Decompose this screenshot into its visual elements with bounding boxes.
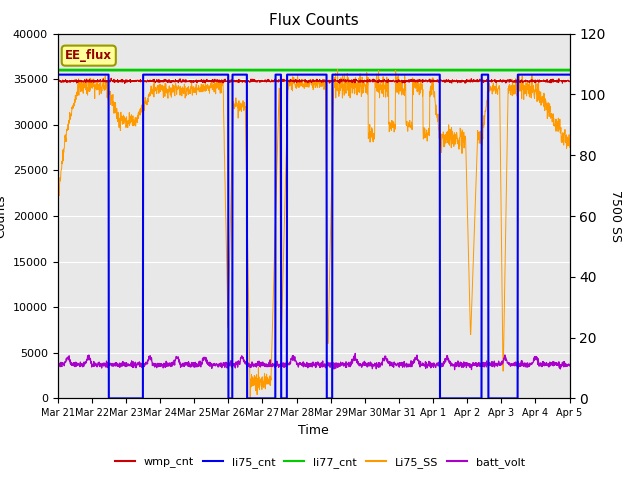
Title: Flux Counts: Flux Counts <box>269 13 358 28</box>
Y-axis label: Counts: Counts <box>0 194 7 238</box>
X-axis label: Time: Time <box>298 424 329 437</box>
Text: EE_flux: EE_flux <box>65 49 112 62</box>
Y-axis label: 7500 SS: 7500 SS <box>609 190 622 242</box>
Legend: wmp_cnt, li75_cnt, li77_cnt, Li75_SS, batt_volt: wmp_cnt, li75_cnt, li77_cnt, Li75_SS, ba… <box>111 452 529 472</box>
